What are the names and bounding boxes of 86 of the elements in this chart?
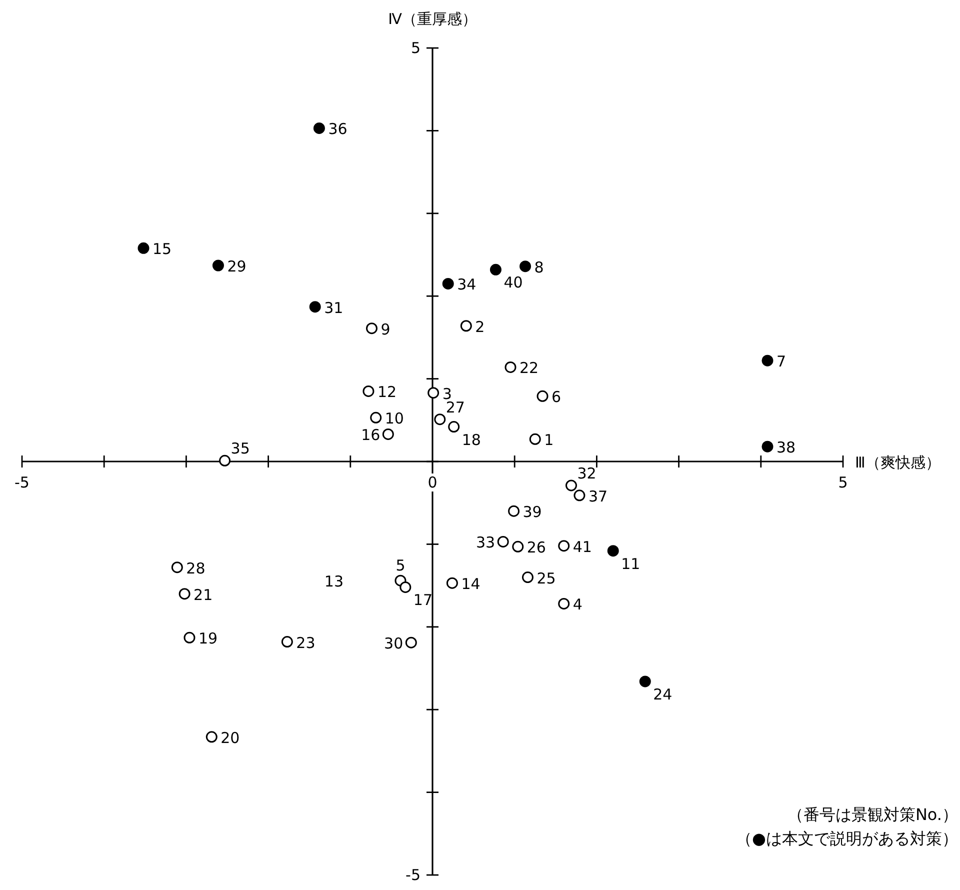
annotation: 30 <box>384 634 404 653</box>
annotation: 6 <box>552 388 562 406</box>
annotation: 14 <box>461 575 480 594</box>
point <box>520 260 532 272</box>
point <box>212 260 224 272</box>
annotation: 12 <box>377 383 397 402</box>
point <box>219 454 231 466</box>
point <box>138 242 150 254</box>
x-tick-label: 5 <box>838 474 848 492</box>
point <box>574 490 586 502</box>
annotation: 13 <box>324 572 344 590</box>
annotation: 8 <box>534 258 544 276</box>
point <box>529 433 541 445</box>
point <box>370 412 382 424</box>
y-axis-title: Ⅳ（重厚感） <box>388 10 477 28</box>
annotation: 25 <box>536 569 556 588</box>
point <box>446 577 458 589</box>
annotation: 1 <box>544 431 554 450</box>
point <box>184 632 196 644</box>
annotation: 23 <box>296 634 316 652</box>
annotation: 22 <box>519 359 539 378</box>
point <box>400 581 412 593</box>
annotation: 2 <box>475 318 485 336</box>
annotation: 18 <box>462 430 481 449</box>
annotation: 35 <box>230 440 250 458</box>
annotation: 7 <box>776 352 786 371</box>
annotation: 11 <box>621 554 640 573</box>
point <box>508 505 520 517</box>
annotation: （●は本文で説明がある対策） <box>736 829 958 848</box>
point <box>382 428 394 440</box>
point <box>762 354 774 366</box>
point <box>566 480 577 492</box>
annotation: 26 <box>526 538 546 557</box>
annotation: 10 <box>384 410 404 428</box>
annotation: 27 <box>446 398 465 416</box>
annotation: 38 <box>776 438 796 457</box>
point <box>309 301 321 313</box>
point <box>504 361 516 373</box>
point <box>362 385 374 397</box>
annotation: 16 <box>361 426 380 444</box>
point <box>536 390 548 402</box>
point <box>171 562 183 574</box>
point <box>366 322 378 334</box>
annotation: 5 <box>396 556 406 575</box>
annotation: 20 <box>220 728 240 747</box>
point <box>512 540 524 552</box>
point <box>639 676 651 688</box>
annotation: 17 <box>413 591 432 610</box>
point <box>428 387 440 399</box>
point <box>434 414 446 426</box>
annotation: 15 <box>152 240 172 258</box>
annotation: 31 <box>324 298 344 317</box>
annotation: 40 <box>504 274 523 292</box>
annotation: 28 <box>186 559 206 578</box>
point <box>497 536 509 548</box>
point <box>178 588 190 600</box>
point <box>281 636 293 648</box>
annotation: 19 <box>198 630 218 648</box>
point <box>762 440 774 452</box>
annotation: 24 <box>653 685 672 704</box>
point <box>558 598 570 610</box>
annotation: 32 <box>577 464 596 482</box>
point <box>206 731 218 743</box>
annotation: 21 <box>194 586 213 604</box>
x-tick-label: -5 <box>14 474 30 492</box>
point <box>313 122 325 134</box>
point <box>558 540 570 552</box>
point <box>522 572 534 584</box>
x-axis-title: Ⅲ（爽快感） <box>855 454 940 472</box>
annotation: 9 <box>380 320 390 338</box>
annotation: （番号は景観対策No.） <box>787 805 958 824</box>
x-tick-label: 0 <box>428 474 438 492</box>
annotation: 4 <box>572 596 582 614</box>
annotation: 37 <box>588 487 608 506</box>
annotation: 34 <box>457 276 476 294</box>
annotation: 41 <box>572 538 592 556</box>
annotation: 36 <box>328 120 348 138</box>
annotation: 39 <box>522 503 542 522</box>
point <box>405 636 417 648</box>
point <box>442 278 454 290</box>
point <box>607 545 619 557</box>
annotation: 29 <box>227 258 246 276</box>
point <box>448 421 460 433</box>
point <box>490 264 502 276</box>
point <box>460 320 472 332</box>
annotation: 33 <box>476 534 496 552</box>
